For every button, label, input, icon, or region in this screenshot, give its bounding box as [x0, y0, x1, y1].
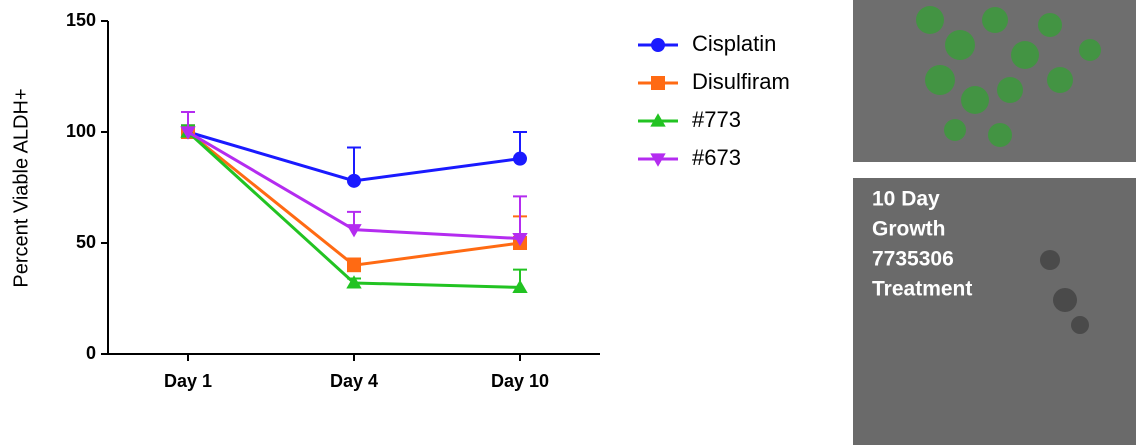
image-text: 10 Day	[872, 188, 940, 211]
image-text: Treatment	[872, 278, 972, 301]
y-axis-label: Percent Viable ALDH+	[10, 88, 32, 287]
y-tick-label: 100	[66, 121, 96, 141]
legend-marker	[651, 38, 665, 52]
error-bar	[513, 196, 527, 238]
image-text: 7735306	[872, 248, 954, 271]
marker	[347, 174, 361, 188]
x-tick-label: Day 4	[330, 371, 378, 391]
page: Percent Viable ALDH+ 0 50 100 150 Day 1 Day 4…	[0, 0, 1136, 445]
chart: Percent Viable ALDH+ 0 50 100 150 Day 1 Day 4…	[0, 0, 1136, 445]
marker	[347, 258, 361, 272]
legend-label: Disulfiram	[692, 69, 790, 94]
legend-label: #773	[692, 107, 741, 132]
y-tick-label: 150	[66, 10, 96, 30]
x-tick-label: Day 1	[164, 371, 212, 391]
marker	[513, 152, 527, 166]
y-tick-label: 0	[86, 343, 96, 363]
image-text: Growth	[872, 218, 946, 241]
x-tick-label: Day 10	[491, 371, 549, 391]
legend-label: #673	[692, 145, 741, 170]
legend-marker	[651, 76, 665, 90]
legend-label: Cisplatin	[692, 31, 776, 56]
y-tick-label: 50	[76, 232, 96, 252]
